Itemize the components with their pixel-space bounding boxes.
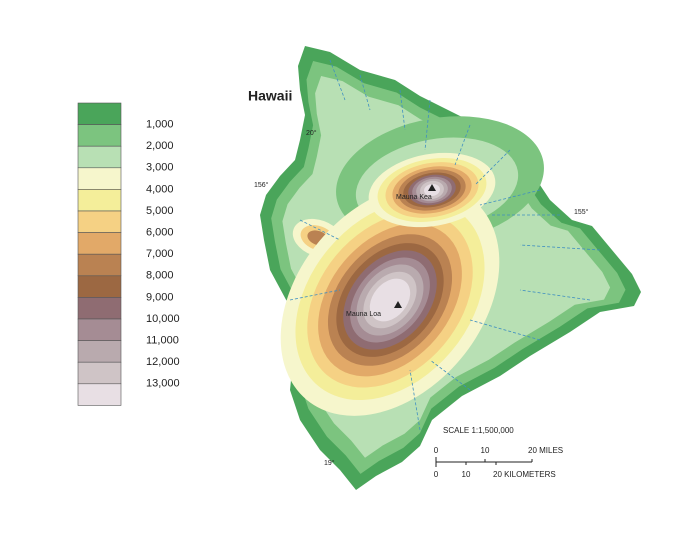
elevation-band <box>369 278 411 322</box>
scale-label: 10 <box>462 470 471 479</box>
peak-marker <box>394 301 402 308</box>
legend: 1,000 2,000 3,000 4,000 5,000 6,000 7,000 8,000… <box>77 102 180 406</box>
streams <box>289 59 601 431</box>
island <box>260 46 641 490</box>
peak-label: Mauna Kea <box>396 194 432 201</box>
legend-label: 13,000 <box>146 378 180 390</box>
latitude-label: 20° <box>306 129 317 137</box>
scale-label: 20 KILOMETERS <box>493 470 556 479</box>
legend-label: 7,000 <box>146 248 174 260</box>
legend-label: 10,000 <box>146 313 180 325</box>
legend-label: 12,000 <box>146 356 180 368</box>
legend-label: 4,000 <box>146 183 174 195</box>
legend-swatch <box>77 232 122 255</box>
legend-label: 8,000 <box>146 270 174 282</box>
legend-label: 6,000 <box>146 227 174 239</box>
legend-label: 11,000 <box>146 335 179 347</box>
legend-swatch <box>77 253 122 277</box>
map-title: Hawaii <box>248 88 292 104</box>
legend-swatch <box>77 124 122 147</box>
legend-swatch <box>77 318 122 341</box>
legend-swatch <box>77 189 122 212</box>
scale-label: 20 MILES <box>528 446 563 455</box>
peak-marker <box>428 184 436 191</box>
scale-title: SCALE 1:1,500,000 <box>443 426 514 435</box>
legend-swatch <box>77 383 122 406</box>
legend-swatch <box>77 145 122 169</box>
scale-label: 10 <box>481 446 490 455</box>
legend-swatch <box>77 167 122 190</box>
legend-swatch <box>77 102 122 125</box>
legend-swatch <box>77 275 122 298</box>
legend-swatch <box>77 297 122 320</box>
legend-swatch <box>77 340 122 363</box>
legend-label: 3,000 <box>146 162 174 174</box>
longitude-label: 156° <box>254 181 269 189</box>
legend-label: 1,000 <box>146 119 174 131</box>
legend-label: 2,000 <box>146 140 174 152</box>
legend-swatch <box>77 361 122 385</box>
legend-label: 9,000 <box>146 291 174 303</box>
scale-label: 0 <box>434 470 439 479</box>
peak-label: Mauna Loa <box>346 311 381 318</box>
scale-label: 0 <box>434 446 439 455</box>
legend-swatch <box>77 210 122 233</box>
stream-lines <box>289 59 601 431</box>
latitude-label: 19° <box>324 459 335 467</box>
scale-bar: SCALE 1:1,500,000 0 10 20 MILES 0 10 20 … <box>434 426 563 479</box>
longitude-label: 155° <box>574 208 589 216</box>
legend-label: 5,000 <box>146 205 174 217</box>
